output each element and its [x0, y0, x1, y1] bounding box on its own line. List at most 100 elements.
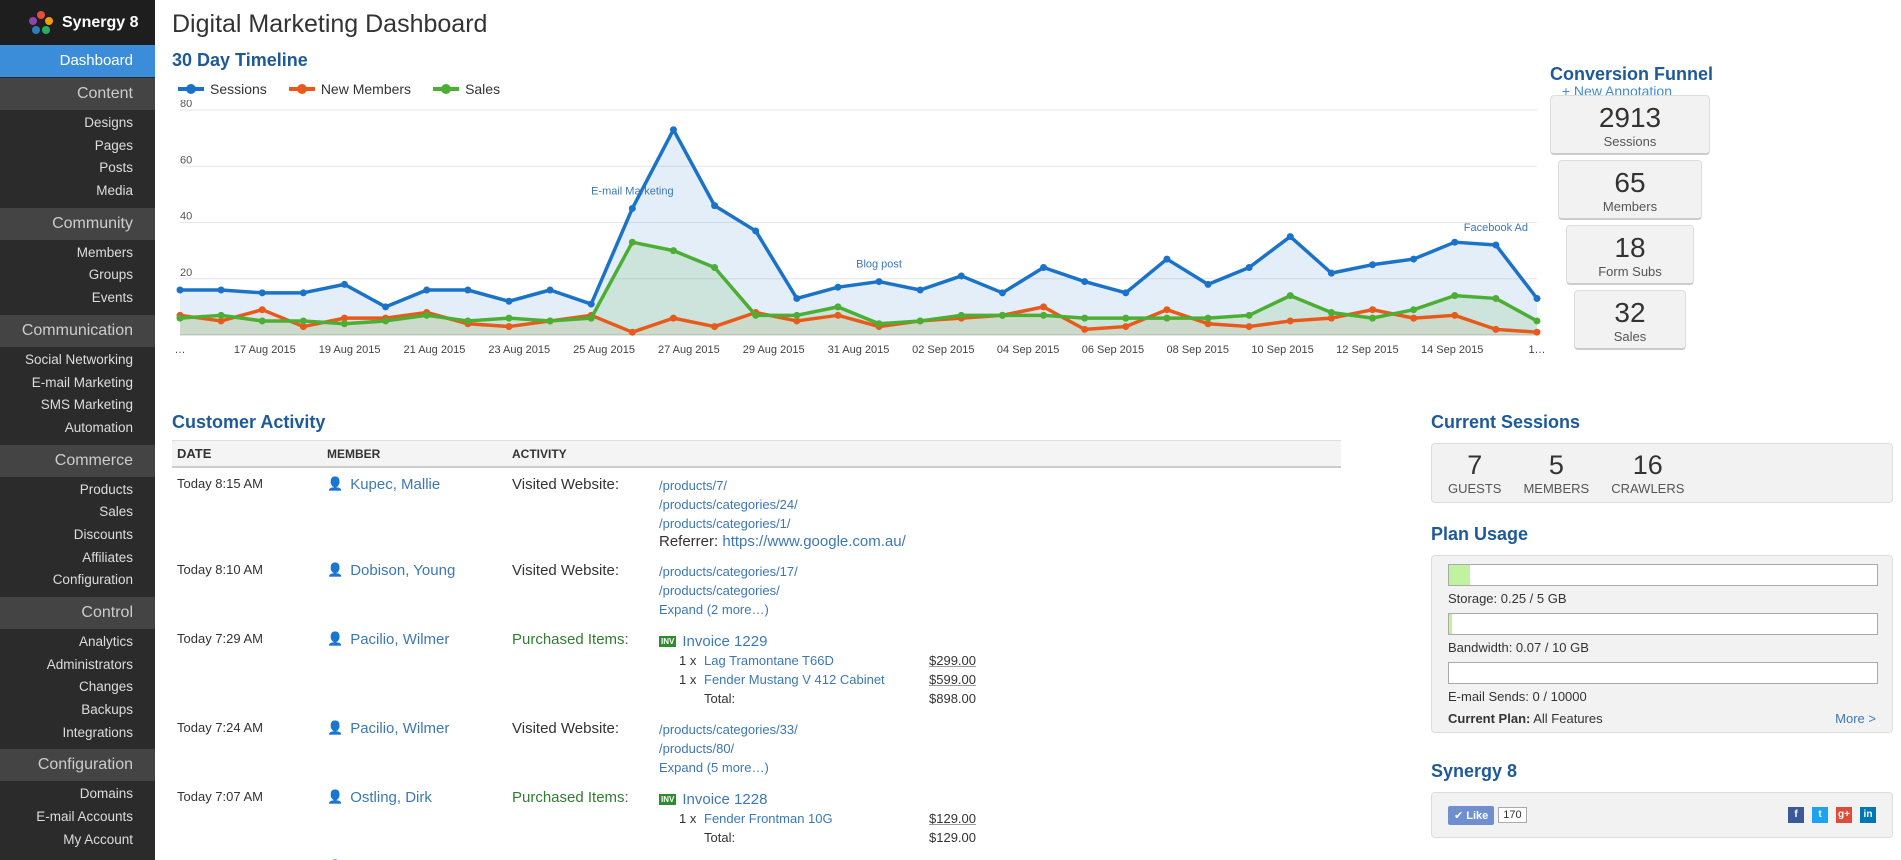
item-name[interactable]: Lag Tramontane T66D — [704, 653, 834, 668]
session-label: CRAWLERS — [1611, 481, 1685, 496]
item-price: $129.00 — [929, 811, 976, 826]
twitter-icon[interactable]: t — [1812, 807, 1828, 823]
row-member[interactable]: 👤 Pacilio, Wilmer — [322, 720, 507, 777]
activity-link[interactable]: Expand (5 more…) — [659, 760, 769, 775]
row-member[interactable]: 👤 Ostling, Dirk — [322, 789, 507, 847]
x-tick-label: 14 Sep 2015 — [1421, 344, 1483, 356]
activity-link[interactable]: /products/7/ — [659, 478, 727, 493]
member-name[interactable]: Pacilio, Wilmer — [350, 631, 450, 648]
sidebar-item-backups[interactable]: Backups — [81, 702, 133, 718]
timeline-chart-svg: 20 40 60 80 E-mail Marketing Blog post Faceboo… — [175, 100, 1546, 356]
row-member[interactable]: 👤 Pacilio, Wilmer — [322, 631, 507, 708]
point-sessions — [834, 283, 842, 291]
legend-item-new-members[interactable]: New Members — [288, 81, 411, 97]
item-name[interactable]: Fender Mustang V 412 Cabinet — [704, 672, 885, 687]
social-panel: ✔ Like 170 f t g+ in — [1431, 792, 1893, 838]
activity-link[interactable]: /products/categories/24/ — [659, 497, 798, 512]
activity-link[interactable]: /products/categories/17/ — [659, 564, 798, 579]
point-sessions — [464, 286, 472, 294]
sidebar-item-dashboard[interactable]: Dashboard — [0, 45, 155, 77]
social-icons: f t g+ in — [1788, 807, 1876, 823]
funnel-box-sales[interactable]: 32 Sales — [1574, 290, 1686, 350]
point-sessions — [1163, 255, 1171, 263]
brand[interactable]: Synergy 8 — [0, 0, 155, 45]
activity-link[interactable]: /products/categories/33/ — [659, 722, 798, 737]
point-new-members — [340, 314, 348, 322]
point-sessions — [957, 272, 965, 280]
activity-link[interactable]: /products/categories/ — [659, 583, 780, 598]
sidebar-item-events[interactable]: Events — [91, 290, 133, 306]
sidebar-item-changes[interactable]: Changes — [78, 679, 133, 695]
current-sessions-panel: 7 GUESTS 5 MEMBERS 16 CRAWLERS — [1431, 443, 1893, 503]
session-crawlers: 16 CRAWLERS — [1611, 450, 1684, 502]
sidebar-item-media[interactable]: Media — [96, 183, 133, 199]
sidebar: Synergy 8 Dashboard Content Designs Pages P… — [0, 0, 155, 860]
invoice-link[interactable]: Invoice 1228 — [682, 790, 768, 808]
sidebar-section-items: Social Networking E-mail Marketing SMS Mar… — [0, 347, 155, 444]
funnel-box-members[interactable]: 65 Members — [1558, 160, 1702, 220]
sidebar-item-discounts[interactable]: Discounts — [73, 526, 133, 542]
sidebar-item-social-networking[interactable]: Social Networking — [24, 351, 133, 367]
point-sessions — [1286, 233, 1294, 241]
facebook-icon[interactable]: f — [1788, 807, 1804, 823]
point-new-members — [1286, 317, 1294, 325]
sidebar-item-configuration[interactable]: Configuration — [52, 572, 133, 588]
sidebar-item-sms-marketing[interactable]: SMS Marketing — [40, 397, 133, 413]
sidebar-item-e-mail-accounts[interactable]: E-mail Accounts — [36, 809, 133, 825]
sidebar-item-analytics[interactable]: Analytics — [78, 634, 133, 649]
sidebar-item-designs[interactable]: Designs — [84, 115, 133, 130]
point-sales — [1492, 294, 1500, 302]
point-new-members — [299, 323, 307, 331]
referrer-link[interactable]: https://www.google.com.au/ — [722, 533, 906, 550]
invoice-link[interactable]: Invoice 1229 — [682, 632, 768, 650]
like-button[interactable]: ✔ Like — [1448, 805, 1495, 825]
item-price: $599.00 — [929, 672, 976, 687]
plan-more-link[interactable]: More > — [1835, 711, 1876, 726]
item-name[interactable]: Fender Frontman 10G — [704, 811, 833, 826]
activity-link[interactable]: /products/80/ — [659, 741, 735, 756]
invoice[interactable]: INV Invoice 1228 — [659, 789, 1341, 809]
point-sales — [505, 314, 513, 322]
point-sessions — [875, 278, 883, 286]
series-line-new-members — [179, 305, 1538, 334]
row-member[interactable]: 👤 Kupec, Mallie — [322, 476, 507, 550]
sidebar-item-automation[interactable]: Automation — [64, 419, 133, 435]
sidebar-item-my-account[interactable]: My Account — [63, 831, 133, 847]
point-sales — [875, 320, 883, 328]
sidebar-item-groups[interactable]: Groups — [88, 267, 133, 283]
funnel-title: Conversion Funnel — [1550, 64, 1714, 84]
sidebar-item-domains[interactable]: Domains — [79, 786, 133, 802]
sidebar-item-affiliates[interactable]: Affiliates — [82, 549, 133, 565]
sidebar-item-sales[interactable]: Sales — [99, 504, 133, 520]
point-sales — [752, 311, 760, 319]
legend-item-sessions[interactable]: Sessions — [178, 81, 267, 97]
google-plus-icon[interactable]: g+ — [1836, 807, 1852, 823]
legend-item-sales[interactable]: Sales — [433, 81, 500, 97]
linkedin-icon[interactable]: in — [1860, 807, 1876, 823]
sidebar-item-pages[interactable]: Pages — [94, 137, 133, 153]
invoice[interactable]: INV Invoice 1229 — [659, 631, 1341, 651]
funnel-box-form-subs[interactable]: 18 Form Subs — [1566, 225, 1694, 285]
row-activity: Purchased Items: — [512, 789, 629, 806]
activity-link[interactable]: Expand (2 more…) — [659, 602, 769, 617]
sidebar-item-e-mail-marketing[interactable]: E-mail Marketing — [31, 374, 133, 390]
activity-link[interactable]: /products/categories/1/ — [659, 516, 791, 531]
invoice-total: Total: $898.00 — [659, 689, 1341, 708]
sidebar-item-administrators[interactable]: Administrators — [46, 656, 133, 672]
x-tick-label: 25 Aug 2015 — [573, 344, 635, 356]
sidebar-item-members[interactable]: Members — [76, 244, 133, 260]
member-name[interactable]: Kupec, Mallie — [350, 476, 441, 493]
sidebar-item-products[interactable]: Products — [79, 481, 133, 497]
point-sales — [464, 317, 472, 325]
member-name[interactable]: Dobison, Young — [350, 562, 456, 579]
member-name[interactable]: Pacilio, Wilmer — [350, 720, 450, 737]
current-sessions-title: Current Sessions — [1431, 412, 1581, 432]
member-name[interactable]: Ostling, Dirk — [350, 789, 432, 806]
row-member[interactable]: 👤 Dobison, Young — [322, 562, 507, 619]
sidebar-item-posts[interactable]: Posts — [99, 160, 133, 176]
annotation-facebook-ad: Facebook Ad — [1464, 222, 1528, 234]
sidebar-item-integrations[interactable]: Integrations — [62, 724, 133, 740]
funnel-box-sessions[interactable]: 2913 Sessions — [1550, 95, 1710, 155]
point-sessions — [587, 300, 595, 308]
point-sessions — [258, 289, 266, 297]
